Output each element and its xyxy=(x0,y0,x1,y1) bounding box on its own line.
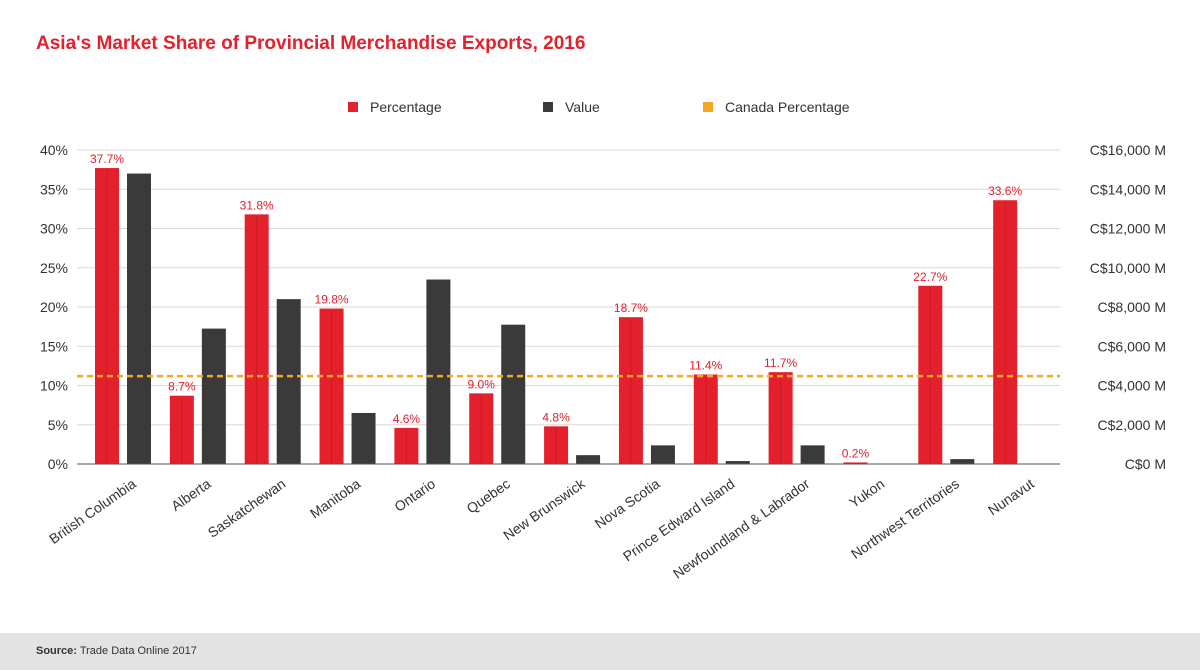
percentage-data-label: 11.7% xyxy=(764,356,797,370)
source-label: Source: xyxy=(36,645,77,657)
value-bar xyxy=(725,461,750,464)
chart-title: Asia's Market Share of Provincial Mercha… xyxy=(36,33,586,54)
bar-chart: 0% 5% 10% 15% 20% 25% 30% 35% 40% C$0 M C$2,000 M C… xyxy=(40,142,1166,582)
y-left-tick-label: 40% xyxy=(40,142,68,158)
y-left-tick-label: 25% xyxy=(40,260,68,276)
y-right-tick-label: C$0 M xyxy=(1125,456,1166,472)
percentage-data-label: 37.7% xyxy=(90,152,124,166)
percentage-data-label: 4.6% xyxy=(393,412,421,426)
value-bar xyxy=(127,173,151,465)
value-bar xyxy=(950,459,975,464)
value-bar xyxy=(650,445,675,464)
y-left-tick-label: 20% xyxy=(40,299,68,315)
y-right-tick-label: C$14,000 M xyxy=(1090,181,1166,197)
value-bar xyxy=(576,455,601,464)
legend: Percentage Value Canada Percentage xyxy=(0,96,1200,118)
x-tick-label: Saskatchewan xyxy=(205,475,289,540)
legend-item-value: Value xyxy=(543,96,600,118)
y-right-tick-label: C$6,000 M xyxy=(1098,338,1166,354)
percentage-data-label: 0.2% xyxy=(842,446,870,460)
percentage-data-label: 33.6% xyxy=(988,184,1022,198)
percentage-data-label: 8.7% xyxy=(168,380,196,394)
y-right-tick-label: C$4,000 M xyxy=(1098,378,1166,394)
source-note: Source: Trade Data Online 2017 xyxy=(36,645,197,657)
value-bar xyxy=(201,328,226,464)
y-right-tick-label: C$10,000 M xyxy=(1090,260,1166,276)
value-bar xyxy=(276,299,301,464)
x-tick-label: Manitoba xyxy=(307,475,364,521)
y-left-tick-label: 10% xyxy=(40,378,68,394)
value-bar xyxy=(800,445,825,464)
percentage-data-label: 11.4% xyxy=(689,359,722,373)
y-right-tick-label: C$8,000 M xyxy=(1098,299,1166,315)
x-tick-label: Ontario xyxy=(391,475,438,515)
y-left-tick-label: 0% xyxy=(48,456,68,472)
x-tick-label: Yukon xyxy=(846,475,887,510)
x-tick-label: New Brunswick xyxy=(500,475,588,544)
y-left-tick-label: 35% xyxy=(40,181,68,197)
value-bar xyxy=(351,412,376,464)
x-tick-label: Nunavut xyxy=(985,475,1037,518)
y-left-tick-label: 15% xyxy=(40,338,68,354)
legend-swatch-percentage xyxy=(348,102,358,112)
legend-item-percentage: Percentage xyxy=(348,96,442,118)
x-tick-label: Quebec xyxy=(464,475,513,516)
percentage-bar xyxy=(843,462,868,464)
x-tick-label: British Columbia xyxy=(46,475,139,547)
percentage-data-label: 9.0% xyxy=(468,377,496,391)
footer: Source: Trade Data Online 2017 xyxy=(0,633,1200,670)
x-tick-label: Nova Scotia xyxy=(592,475,663,532)
percentage-data-label: 19.8% xyxy=(315,293,349,307)
legend-label-percentage: Percentage xyxy=(370,99,442,115)
y-right-tick-label: C$12,000 M xyxy=(1090,221,1166,237)
legend-label-value: Value xyxy=(565,99,600,115)
percentage-data-label: 22.7% xyxy=(913,270,947,284)
source-text: Trade Data Online 2017 xyxy=(79,645,197,657)
y-right-tick-label: C$16,000 M xyxy=(1090,142,1166,158)
y-left-tick-label: 5% xyxy=(48,417,68,433)
y-right-tick-label: C$2,000 M xyxy=(1098,417,1166,433)
x-tick-label: Alberta xyxy=(168,475,214,514)
value-bar xyxy=(426,279,451,464)
legend-item-canada-percentage: Canada Percentage xyxy=(703,96,850,118)
y-left-tick-label: 30% xyxy=(40,221,68,237)
value-bar xyxy=(501,324,526,464)
legend-swatch-value xyxy=(543,102,553,112)
percentage-data-label: 31.8% xyxy=(240,198,274,212)
legend-swatch-canada-percentage xyxy=(703,102,713,112)
x-tick-label: Newfoundland & Labrador xyxy=(670,475,813,582)
percentage-data-label: 4.8% xyxy=(542,410,570,424)
legend-label-canada-percentage: Canada Percentage xyxy=(725,99,850,115)
percentage-data-label: 18.7% xyxy=(614,301,648,315)
